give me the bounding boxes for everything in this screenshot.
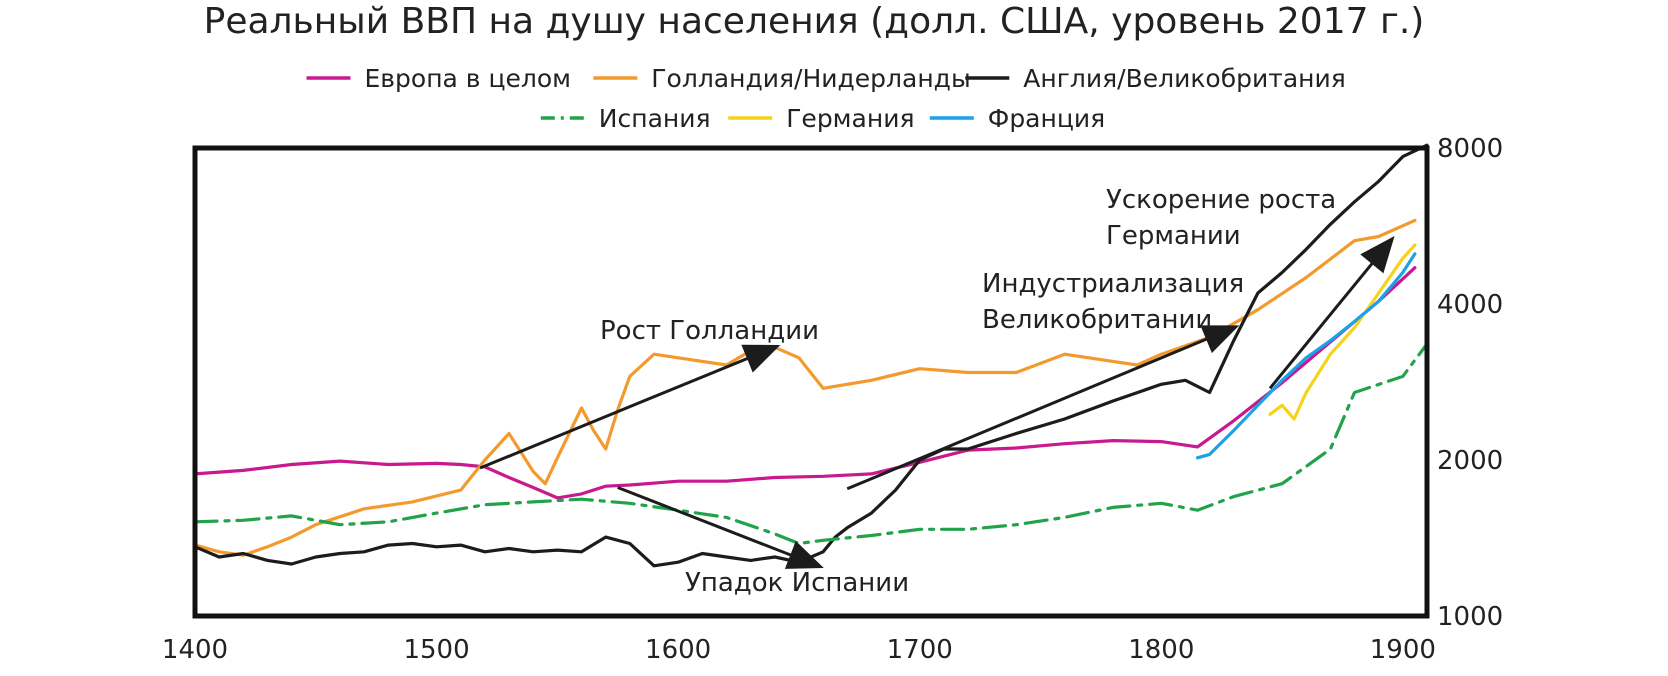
- x-tick-label-1: 1500: [403, 635, 469, 665]
- legend-label-4: Германия: [786, 104, 914, 133]
- series-line-4: [1268, 243, 1417, 421]
- legend-label-0: Европа в целом: [365, 64, 572, 93]
- x-tick-label-0: 1400: [162, 635, 228, 665]
- y-tick-label-0: 1000: [1437, 602, 1503, 632]
- legend-label-2: Англия/Великобритания: [1023, 64, 1345, 93]
- legend-label-1: Голландия/Нидерланды: [651, 64, 970, 93]
- annotation-arrow-britain: [846, 325, 1240, 491]
- plot-frame: [192, 145, 1430, 619]
- annotation-text-holland-0: Рост Голландии: [600, 316, 819, 346]
- annotation-text-germany-0: Ускорение роста: [1106, 185, 1336, 215]
- series-line-5: [1195, 252, 1417, 460]
- annotation-text-britain-0: Индустриализация: [982, 269, 1244, 299]
- annotation-text-britain-1: Великобритании: [982, 305, 1212, 335]
- legend-label-5: Франция: [988, 104, 1105, 133]
- series-line-0: [193, 266, 1417, 500]
- annotations: Рост Голландии Упадок Испании Индустриализ…: [479, 185, 1395, 598]
- x-tick-label-5: 1900: [1370, 635, 1436, 665]
- legend: Европа в целом Голландия/Нидерланды Англия…: [306, 64, 1346, 133]
- y-tick-label-1: 2000: [1437, 446, 1503, 476]
- annotation-arrow-germany: [1268, 236, 1395, 390]
- x-tick-label-2: 1600: [645, 635, 711, 665]
- chart-title: Реальный ВВП на душу населения (долл. СШ…: [204, 1, 1425, 42]
- x-tick-label-4: 1800: [1128, 635, 1194, 665]
- y-tick-label-3: 8000: [1437, 134, 1503, 164]
- legend-label-3: Испания: [599, 104, 711, 133]
- y-tick-label-2: 4000: [1437, 290, 1503, 320]
- annotation-arrow-holland: [479, 344, 781, 470]
- x-tick-label-3: 1700: [887, 635, 953, 665]
- annotation-arrow-spain: [617, 486, 824, 569]
- annotation-text-spain-0: Упадок Испании: [685, 568, 909, 598]
- series-line-3: [193, 342, 1429, 546]
- annotation-text-germany-1: Германии: [1106, 221, 1241, 251]
- series-line-1: [193, 218, 1417, 557]
